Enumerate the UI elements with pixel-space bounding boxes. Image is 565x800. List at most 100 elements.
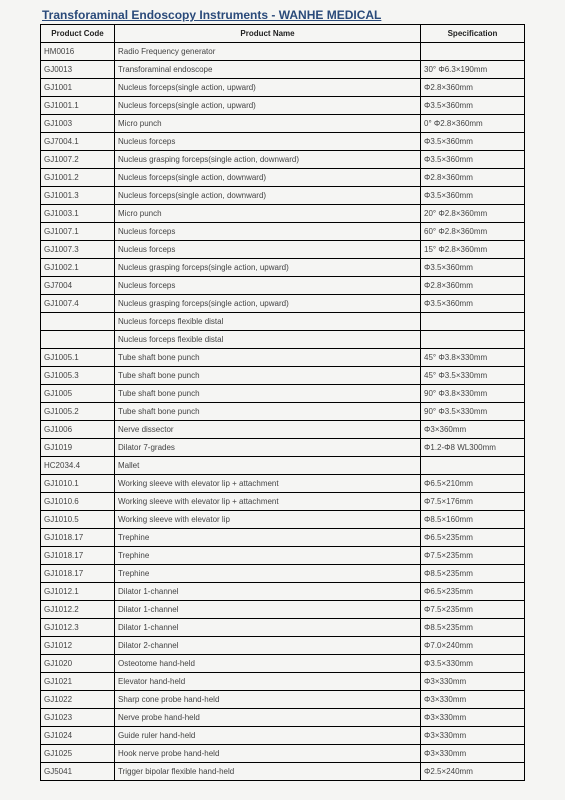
cell-code: GJ1012 xyxy=(41,637,115,655)
cell-code: GJ1019 xyxy=(41,439,115,457)
cell-name: Nucleus forceps xyxy=(115,277,421,295)
cell-name: Nucleus forceps(single action, upward) xyxy=(115,79,421,97)
cell-spec: Φ8.5×235mm xyxy=(421,565,525,583)
table-row: GJ1007.3Nucleus forceps 15° Φ2.8×360mm xyxy=(41,241,525,259)
cell-spec: Φ3×330mm xyxy=(421,709,525,727)
cell-code: GJ1001.1 xyxy=(41,97,115,115)
table-row: GJ1002.1Nucleus grasping forceps(single … xyxy=(41,259,525,277)
table-row: GJ1005.1Tube shaft bone punch 45° Φ3.8×3… xyxy=(41,349,525,367)
table-row: GJ1021Elevator hand-heldΦ3×330mm xyxy=(41,673,525,691)
cell-code: GJ1022 xyxy=(41,691,115,709)
cell-code: GJ1005.1 xyxy=(41,349,115,367)
cell-name: Tube shaft bone punch xyxy=(115,403,421,421)
cell-code: GJ1003.1 xyxy=(41,205,115,223)
table-row: GJ1010.6Working sleeve with elevator lip… xyxy=(41,493,525,511)
cell-spec: 45° Φ3.8×330mm xyxy=(421,349,525,367)
cell-name: Nucleus forceps xyxy=(115,223,421,241)
document-page: Transforaminal Endoscopy Instruments - W… xyxy=(0,0,565,800)
cell-code: GJ7004 xyxy=(41,277,115,295)
cell-code: GJ1001 xyxy=(41,79,115,97)
cell-name: Elevator hand-held xyxy=(115,673,421,691)
cell-name: Nucleus forceps xyxy=(115,133,421,151)
cell-name: Guide ruler hand-held xyxy=(115,727,421,745)
cell-name: Nucleus grasping forceps(single action, … xyxy=(115,151,421,169)
cell-spec: Φ2.5×240mm xyxy=(421,763,525,781)
cell-spec xyxy=(421,313,525,331)
cell-spec: 45° Φ3.5×330mm xyxy=(421,367,525,385)
table-row: GJ5041Trigger bipolar flexible hand-held… xyxy=(41,763,525,781)
cell-spec: Φ6.5×210mm xyxy=(421,475,525,493)
cell-name: Trigger bipolar flexible hand-held xyxy=(115,763,421,781)
cell-name: Nucleus forceps(single action, upward) xyxy=(115,97,421,115)
page-title: Transforaminal Endoscopy Instruments - W… xyxy=(42,8,525,22)
cell-code: GJ1010.1 xyxy=(41,475,115,493)
cell-code: GJ1005.3 xyxy=(41,367,115,385)
table-row: GJ1005.3Tube shaft bone punch 45° Φ3.5×3… xyxy=(41,367,525,385)
cell-code: GJ7004.1 xyxy=(41,133,115,151)
cell-spec: Φ3×330mm xyxy=(421,691,525,709)
cell-spec: Φ3×330mm xyxy=(421,727,525,745)
cell-name: Dilator 1-channel xyxy=(115,619,421,637)
cell-code: GJ1006 xyxy=(41,421,115,439)
cell-code: GJ1012.3 xyxy=(41,619,115,637)
cell-code: GJ1007.4 xyxy=(41,295,115,313)
table-row: GJ1006Nerve dissectorΦ3×360mm xyxy=(41,421,525,439)
cell-name: Sharp cone probe hand-held xyxy=(115,691,421,709)
cell-code: HM0016 xyxy=(41,43,115,61)
cell-spec: Φ8.5×160mm xyxy=(421,511,525,529)
cell-code: GJ1003 xyxy=(41,115,115,133)
cell-spec xyxy=(421,43,525,61)
cell-name: Hook nerve probe hand-held xyxy=(115,745,421,763)
cell-name: Trephine xyxy=(115,547,421,565)
cell-name: Working sleeve with elevator lip xyxy=(115,511,421,529)
table-row: GJ1007.2Nucleus grasping forceps(single … xyxy=(41,151,525,169)
cell-name: Transforaminal endoscope xyxy=(115,61,421,79)
table-row: GJ1019Dilator 7-gradesΦ1.2-Φ8 WL300mm xyxy=(41,439,525,457)
cell-spec: Φ7.0×240mm xyxy=(421,637,525,655)
cell-name: Nucleus forceps flexible distal xyxy=(115,313,421,331)
cell-code: GJ1024 xyxy=(41,727,115,745)
cell-code: HC2034.4 xyxy=(41,457,115,475)
cell-spec: 0° Φ2.8×360mm xyxy=(421,115,525,133)
cell-code xyxy=(41,313,115,331)
cell-spec: Φ3.5×360mm xyxy=(421,259,525,277)
table-row: GJ1001.3Nucleus forceps(single action, d… xyxy=(41,187,525,205)
cell-code: GJ1007.2 xyxy=(41,151,115,169)
table-row: GJ1020Osteotome hand-heldΦ3.5×330mm xyxy=(41,655,525,673)
cell-code: GJ1020 xyxy=(41,655,115,673)
table-row: GJ1018.17TrephineΦ8.5×235mm xyxy=(41,565,525,583)
cell-spec: Φ3.5×330mm xyxy=(421,655,525,673)
cell-spec xyxy=(421,331,525,349)
table-row: GJ1010.5Working sleeve with elevator lip… xyxy=(41,511,525,529)
cell-name: Nucleus forceps(single action, downward) xyxy=(115,169,421,187)
cell-code: GJ1010.5 xyxy=(41,511,115,529)
cell-code: GJ1007.3 xyxy=(41,241,115,259)
cell-spec xyxy=(421,457,525,475)
cell-name: Micro punch xyxy=(115,205,421,223)
table-row: GJ1007.4Nucleus grasping forceps(single … xyxy=(41,295,525,313)
table-row: GJ1024Guide ruler hand-heldΦ3×330mm xyxy=(41,727,525,745)
cell-name: Trephine xyxy=(115,565,421,583)
cell-name: Mallet xyxy=(115,457,421,475)
cell-code: GJ1023 xyxy=(41,709,115,727)
cell-code: GJ5041 xyxy=(41,763,115,781)
cell-name: Nerve dissector xyxy=(115,421,421,439)
cell-code: GJ1012.2 xyxy=(41,601,115,619)
table-row: GJ1005.2Tube shaft bone punch 90° Φ3.5×3… xyxy=(41,403,525,421)
cell-name: Trephine xyxy=(115,529,421,547)
cell-spec: Φ6.5×235mm xyxy=(421,583,525,601)
table-row: GJ1012.1Dilator 1-channelΦ6.5×235mm xyxy=(41,583,525,601)
cell-name: Tube shaft bone punch xyxy=(115,385,421,403)
cell-name: Dilator 7-grades xyxy=(115,439,421,457)
table-row: Nucleus forceps flexible distal xyxy=(41,313,525,331)
cell-spec: 90° Φ3.5×330mm xyxy=(421,403,525,421)
cell-code xyxy=(41,331,115,349)
cell-name: Working sleeve with elevator lip + attac… xyxy=(115,493,421,511)
cell-name: Dilator 1-channel xyxy=(115,601,421,619)
table-row: GJ7004Nucleus forcepsΦ2.8×360mm xyxy=(41,277,525,295)
table-row: GJ1001.2Nucleus forceps(single action, d… xyxy=(41,169,525,187)
cell-code: GJ1021 xyxy=(41,673,115,691)
table-row: GJ1022Sharp cone probe hand-heldΦ3×330mm xyxy=(41,691,525,709)
cell-code: GJ1005 xyxy=(41,385,115,403)
cell-code: GJ1007.1 xyxy=(41,223,115,241)
